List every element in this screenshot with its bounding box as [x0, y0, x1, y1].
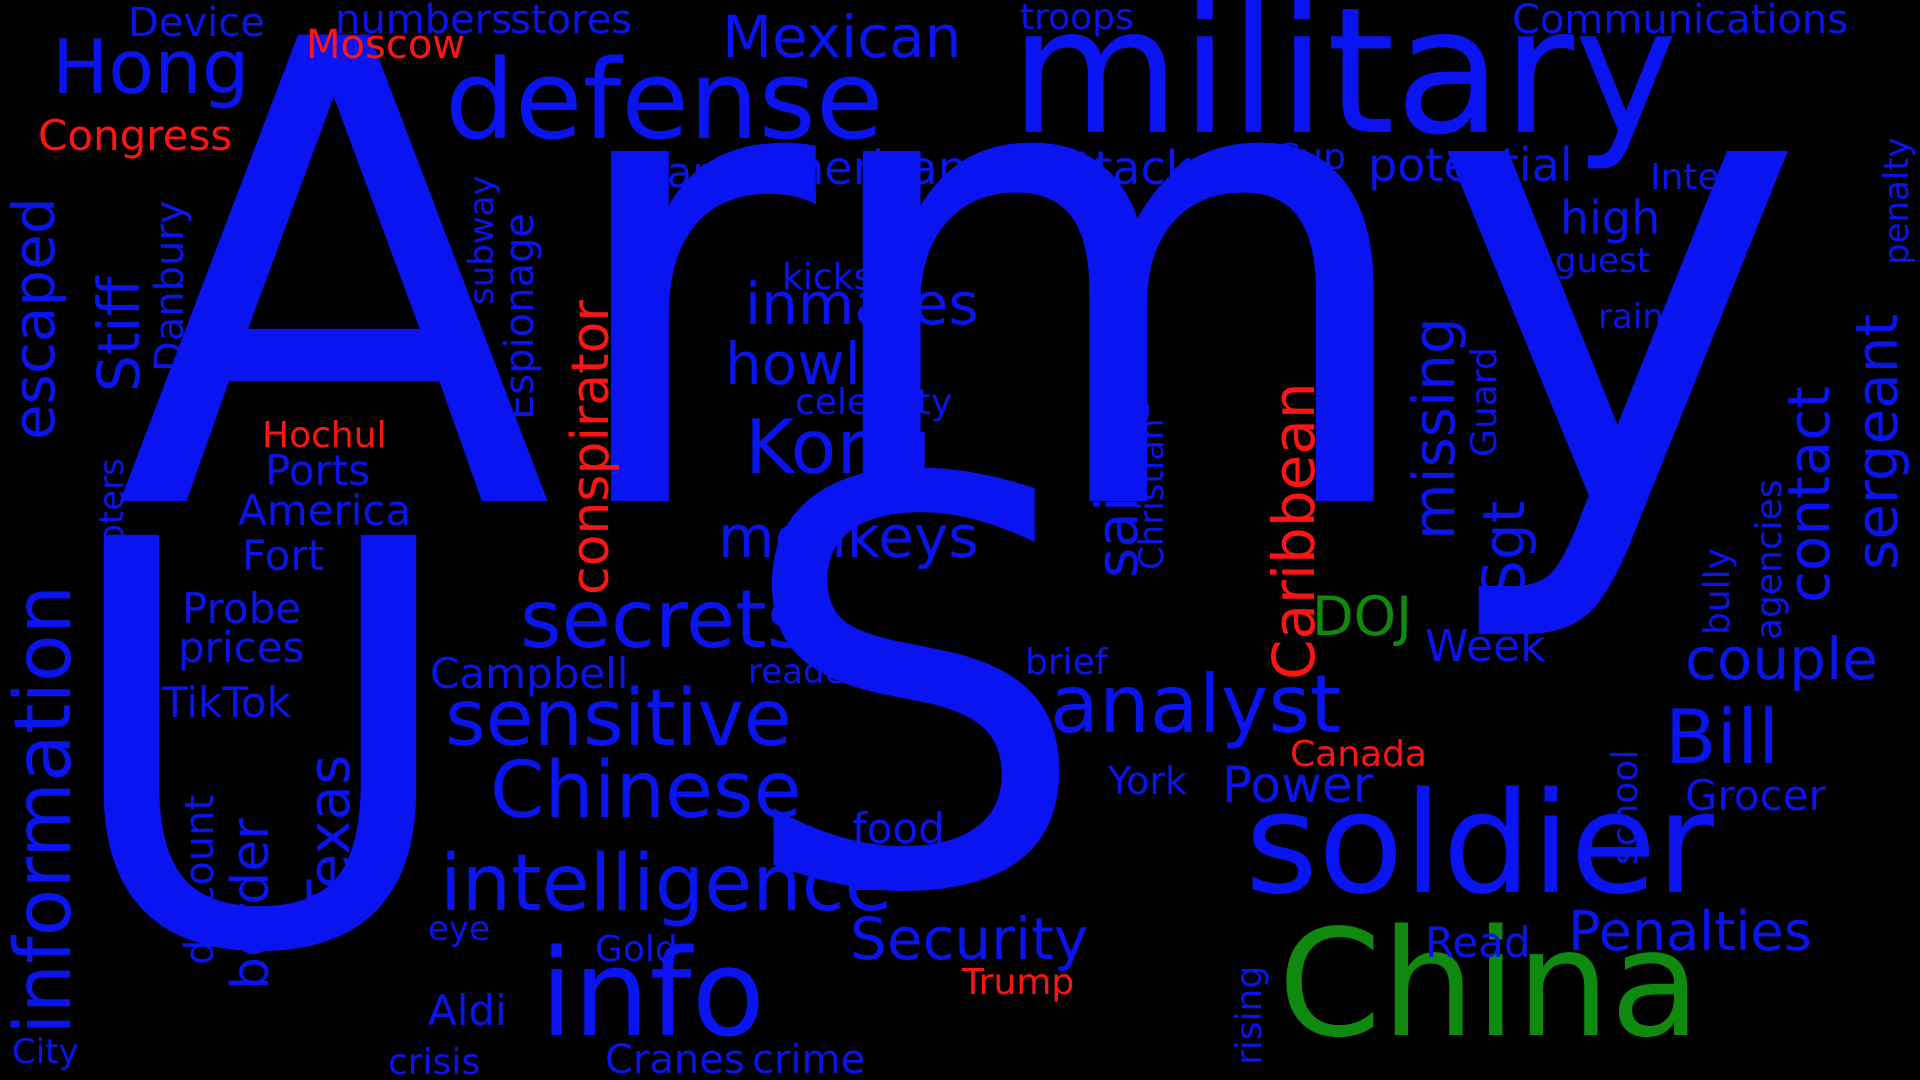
- word-chinese: Chinese: [490, 746, 802, 836]
- word-analyst: analyst: [1050, 658, 1342, 751]
- word-rain: rain: [1598, 297, 1664, 337]
- word-ports: Ports: [265, 446, 371, 495]
- word-brief: brief: [1025, 642, 1108, 683]
- word-high: high: [1560, 191, 1661, 245]
- word-doj: DOJ: [1312, 585, 1413, 648]
- word-cranes: Cranes: [605, 1037, 745, 1080]
- word-sergeant: sergeant: [1843, 313, 1911, 570]
- word-mexican: Mexican: [722, 3, 962, 71]
- word-intelligence: intelligence: [440, 839, 893, 929]
- word-stiff: Stiff: [85, 276, 153, 392]
- word-howler: howler: [725, 330, 921, 398]
- word-students: students: [609, 254, 655, 428]
- word-numbers: numbers: [335, 0, 512, 43]
- word-read: Read: [1425, 918, 1531, 967]
- word-voters: voters: [92, 458, 132, 565]
- word-secrets: secrets: [520, 573, 809, 666]
- word-texas: Texas: [295, 754, 363, 915]
- word-u: U: [55, 424, 465, 1076]
- word-communications: Communications: [1512, 0, 1849, 43]
- word-trump: Trump: [962, 962, 1075, 1003]
- word-readers: readers: [748, 652, 878, 692]
- word-ban: ban: [640, 148, 720, 197]
- word-school: school: [1605, 749, 1646, 865]
- word-moscow: Moscow: [306, 22, 466, 68]
- word-caribbean: Caribbean: [1260, 382, 1328, 680]
- word-discount: discount: [177, 794, 223, 965]
- word-crisis: crisis: [388, 1042, 481, 1080]
- word-bill: Bill: [1665, 693, 1779, 781]
- word-city: City: [12, 1032, 79, 1072]
- word-kicks: kicks: [782, 257, 873, 298]
- word-tiktok: TikTok: [162, 678, 291, 727]
- word-fort: Fort: [242, 531, 325, 580]
- word-campbell: Campbell: [430, 649, 629, 698]
- word-hochul: Hochul: [262, 415, 387, 456]
- word-hong: Hong: [52, 23, 250, 111]
- word-guest: guest: [1555, 241, 1651, 281]
- word-defense: defense: [445, 36, 884, 164]
- word-monkeys: monkeys: [718, 503, 979, 571]
- word-gold: Gold: [595, 929, 678, 970]
- word-congress: Congress: [38, 111, 233, 160]
- word-subway: subway: [462, 175, 502, 305]
- word-prices: prices: [178, 623, 305, 672]
- word-america: America: [238, 486, 412, 535]
- word-crime: crime: [752, 1037, 866, 1080]
- word-guard: Guard: [1464, 347, 1505, 457]
- word-escaped: escaped: [0, 197, 68, 440]
- word-canada: Canada: [1290, 734, 1427, 775]
- word-security: Security: [850, 905, 1089, 973]
- word-stores: stores: [510, 0, 633, 43]
- word-device: Device: [128, 0, 265, 46]
- word-inmates: inmates: [745, 270, 979, 338]
- word-info: info: [540, 925, 766, 1064]
- word-americans: Americans: [748, 141, 991, 195]
- word-potential: potential: [1368, 138, 1573, 192]
- word-bully: bully: [1697, 548, 1738, 635]
- word-border: border: [221, 818, 281, 990]
- word-soldier: soldier: [1245, 763, 1714, 926]
- word-food: food: [852, 804, 945, 853]
- word-celebrity: celebrity: [795, 382, 953, 423]
- word-couple: couple: [1685, 625, 1878, 693]
- word-s: S: [735, 364, 1091, 1016]
- word-power: Power: [1222, 756, 1374, 814]
- word-grocer: Grocer: [1685, 771, 1826, 820]
- word-eye: eye: [428, 909, 490, 949]
- word-christian: Christian: [1132, 418, 1172, 570]
- word-york: York: [1108, 759, 1188, 803]
- word-rising: rising: [1229, 965, 1270, 1065]
- word-son: son: [778, 822, 839, 862]
- word-information: information: [0, 584, 89, 1035]
- word-espionage: Espionage: [497, 213, 543, 420]
- word-cup: Cup: [1275, 137, 1346, 178]
- word-sensitive: sensitive: [445, 674, 792, 764]
- word-intel: Intel: [1650, 157, 1730, 198]
- word-attacks: attacks: [1048, 141, 1217, 195]
- word-danbury: Danbury: [147, 200, 193, 372]
- word-penalty: penalty: [1877, 137, 1917, 265]
- word-kong: Kong: [745, 403, 932, 491]
- word-china: China: [1278, 898, 1701, 1070]
- word-missing: missing: [1400, 317, 1468, 540]
- word-aldi: Aldi: [428, 986, 507, 1035]
- word-troops: troops: [1020, 0, 1134, 38]
- word-week: Week: [1425, 621, 1546, 672]
- word-military: military: [1010, 0, 1678, 174]
- word-probe: Probe: [182, 584, 302, 633]
- word-army: Army: [115, 0, 1807, 652]
- word-penalties: Penalties: [1568, 900, 1812, 963]
- word-sgt: Sgt: [1470, 500, 1538, 597]
- word-agencies: agencies: [1749, 479, 1790, 640]
